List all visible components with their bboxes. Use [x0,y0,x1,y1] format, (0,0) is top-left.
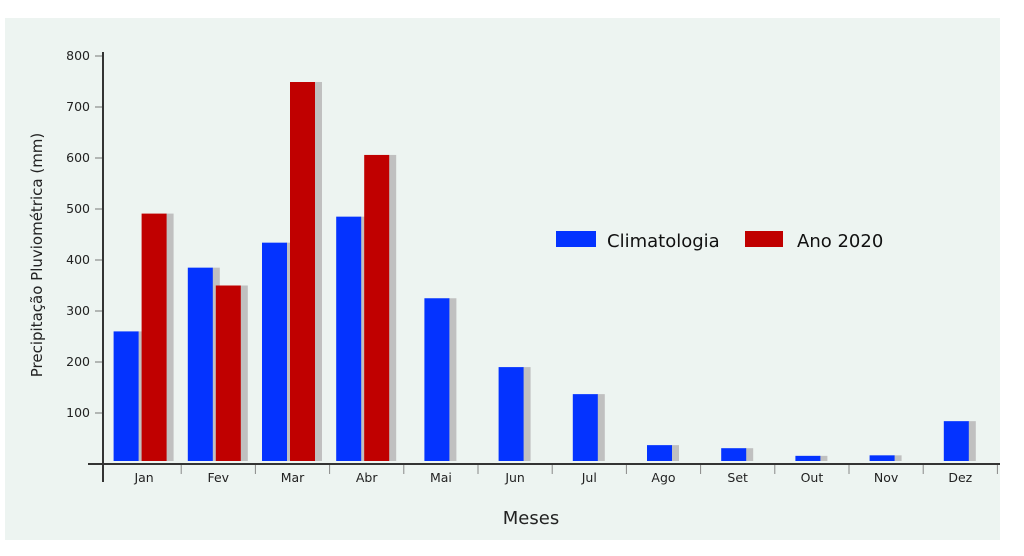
bar-climatologia-dez [943,421,969,461]
y-tick-label: 500 [66,201,90,216]
x-tick-label: Jul [581,470,597,485]
x-tick-label: Dez [948,470,972,485]
x-tick-label: Jun [504,470,525,485]
bar-climatologia-set [721,448,747,461]
legend-swatch-climatologia [556,231,596,247]
bar-ano-2020-jan [141,213,167,461]
legend-label-ano-2020: Ano 2020 [797,231,883,252]
bar-shadow [165,213,174,461]
legend-label-climatologia: Climatologia [607,231,720,252]
bar-ano-2020-fev [215,285,241,461]
bar-climatologia-jun [498,367,524,461]
bar-climatologia-fev [187,267,213,461]
bar-climatologia-abr [336,216,362,461]
bar-shadow [893,455,902,461]
x-tick-label: Set [727,470,748,485]
x-tick-label: Nov [874,470,899,485]
y-tick-label: 800 [66,48,90,63]
bar-shadow [314,82,322,461]
bar-shadow [967,421,976,461]
y-tick-label: 200 [66,354,90,369]
legend: Climatologia Ano 2020 [556,231,883,252]
bar-shadow [745,448,754,461]
x-tick-label: Abr [356,470,378,485]
bar-ano-2020-mar [290,82,315,461]
x-tick-label: Jan [133,470,153,485]
y-tick-label: 400 [66,252,90,267]
bar-climatologia-jul [572,394,598,461]
y-tick-label: 700 [66,99,90,114]
bar-climatologia-nov [869,455,895,461]
legend-swatch-ano-2020 [745,231,783,247]
y-tick-label: 300 [66,303,90,318]
x-tick-label: Fev [207,470,229,485]
bar-climatologia-jan [113,331,139,461]
bar-shadow [388,154,397,461]
bar-shadow [522,367,531,461]
bar-shadow [671,445,679,461]
bar-shadow [819,455,828,461]
y-tick-label: 100 [66,405,90,420]
y-tick-label: 600 [66,150,90,165]
bar-climatologia-out [795,455,821,461]
bar-climatologia-mar [262,242,287,461]
x-tick-label: Mar [281,470,305,485]
bar-climatologia-ago [647,445,672,461]
bar-ano-2020-abr [364,154,390,461]
bar-shadow [596,394,605,461]
x-tick-label: Ago [651,470,675,485]
y-axis-label: Precipitação Pluviométrica (mm) [28,133,46,378]
bar-shadow [239,285,248,461]
bar-shadow [448,298,457,461]
x-tick-label: Out [801,470,824,485]
x-axis-label: Meses [503,508,559,529]
bar-climatologia-mai [424,298,450,461]
x-tick-label: Mai [430,470,452,485]
